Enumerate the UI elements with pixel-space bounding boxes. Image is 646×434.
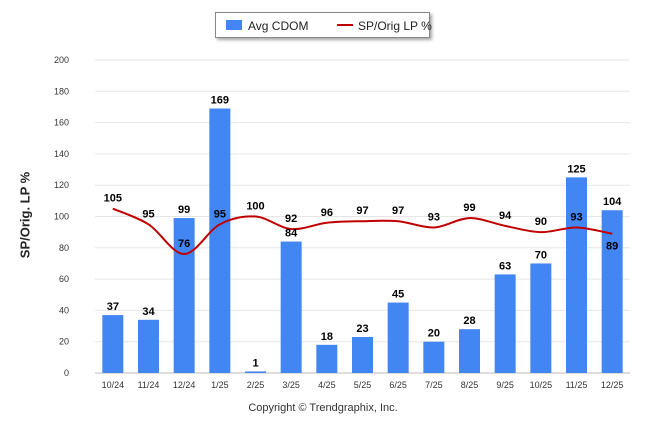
bar-value-label: 34 [142,306,155,318]
legend-line-label[interactable]: SP/Orig LP % [358,19,432,33]
y-axis-ticks: 0 20 40 60 80 100 120 140 160 180 200 [54,55,69,378]
bar-value-label: 63 [499,260,511,272]
line-value-label: 94 [499,210,512,222]
x-tick-label: 8/25 [461,380,479,390]
bar-value-label: 169 [211,95,229,107]
legend-bar-swatch [226,20,242,30]
y-tick-label: 80 [59,243,69,253]
y-tick-label: 100 [54,212,69,222]
y-tick-label: 60 [59,274,69,284]
bar [102,315,124,373]
bar [352,337,373,373]
line-value-label: 105 [104,193,122,205]
bar-value-label: 23 [356,323,368,335]
y-tick-label: 120 [54,180,69,190]
y-tick-label: 20 [59,337,69,347]
y-tick-label: 40 [59,305,69,315]
bar-value-label: 70 [535,249,547,261]
bar-value-label: 45 [392,289,404,301]
line-value-label: 93 [428,211,440,223]
line-value-label: 96 [321,207,333,219]
x-axis-ticks: 10/24 11/24 12/24 1/25 2/25 3/25 4/25 5/25 6/25 7… [102,380,624,390]
x-tick-label: 9/25 [496,380,514,390]
bar [138,319,159,373]
line-value-label: 97 [392,205,404,217]
line-value-label: 95 [142,208,154,220]
bar-value-label: 99 [178,204,190,216]
x-tick-label: 1/25 [211,380,229,390]
line-value-label: 95 [214,208,226,220]
line-series [112,207,613,256]
line-value-label: 99 [463,202,475,214]
legend-line-swatch [337,24,353,26]
line-value-label: 92 [285,213,297,225]
bar [280,241,302,373]
bar-value-label: 1 [252,357,258,369]
bar-value-label: 37 [107,301,119,313]
line-value-label: 89 [606,241,618,253]
copyright-text: Copyright © Trendgraphix, Inc. [248,402,398,414]
x-tick-label: 7/25 [425,380,443,390]
y-axis-label: SP/Orig. LP % [17,171,33,259]
bar [387,302,409,373]
y-tick-label: 140 [54,149,69,159]
bar-value-label: 125 [567,163,585,175]
legend-bar-label[interactable]: Avg CDOM [248,19,309,33]
x-tick-label: 10/25 [530,380,553,390]
line-value-label: 97 [356,205,368,217]
x-tick-label: 3/25 [282,380,300,390]
x-tick-label: 4/25 [318,380,336,390]
y-tick-label: 180 [54,86,69,96]
y-tick-label: 0 [64,368,69,378]
bar-value-label: 20 [428,328,440,340]
x-tick-label: 2/25 [247,380,265,390]
x-tick-label: 10/24 [102,380,125,390]
x-tick-label: 11/24 [138,380,160,390]
bar [245,371,266,373]
bar-value-label: 104 [603,196,622,208]
bar [423,341,445,373]
line-value-label: 90 [535,216,547,228]
bar [209,108,231,373]
y-tick-label: 200 [54,55,69,65]
line-value-label: 76 [178,238,190,250]
bar [530,263,552,373]
x-tick-label: 12/24 [173,380,196,390]
bar [459,329,480,373]
legend: Avg CDOM SP/Orig LP % [215,12,432,38]
data-labels: 37 34 99 169 1 84 18 23 45 20 28 63 70 125 104 105 95 76 9… [104,95,623,370]
bar [566,177,587,373]
bar [316,344,338,373]
y-tick-label: 160 [54,118,69,128]
bar-value-label: 84 [285,228,298,240]
line-value-label: 93 [570,211,582,223]
bar-series [102,108,623,373]
x-tick-label: 12/25 [601,380,624,390]
bar [173,218,195,373]
bar-value-label: 18 [321,331,333,343]
bar [601,210,623,373]
line-value-label: 100 [246,201,264,213]
bar-value-label: 28 [463,315,475,327]
x-tick-label: 6/25 [389,380,407,390]
x-tick-label: 11/25 [566,380,588,390]
bar [494,274,516,373]
x-tick-label: 5/25 [354,380,372,390]
